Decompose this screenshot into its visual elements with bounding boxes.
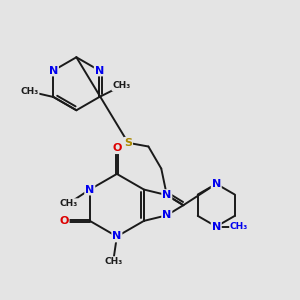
Text: N: N — [112, 232, 122, 242]
Text: CH₃: CH₃ — [20, 87, 39, 96]
Text: N: N — [212, 222, 221, 232]
Text: CH₃: CH₃ — [230, 222, 248, 231]
Text: S: S — [124, 138, 132, 148]
Text: N: N — [212, 179, 221, 189]
Text: CH₃: CH₃ — [104, 257, 122, 266]
Text: N: N — [49, 65, 58, 76]
Text: CH₃: CH₃ — [59, 199, 78, 208]
Text: N: N — [85, 184, 94, 195]
Text: N: N — [162, 190, 171, 200]
Text: O: O — [59, 216, 69, 226]
Text: N: N — [95, 65, 104, 76]
Text: CH₃: CH₃ — [112, 82, 130, 91]
Text: N: N — [162, 210, 171, 220]
Text: O: O — [112, 143, 122, 153]
